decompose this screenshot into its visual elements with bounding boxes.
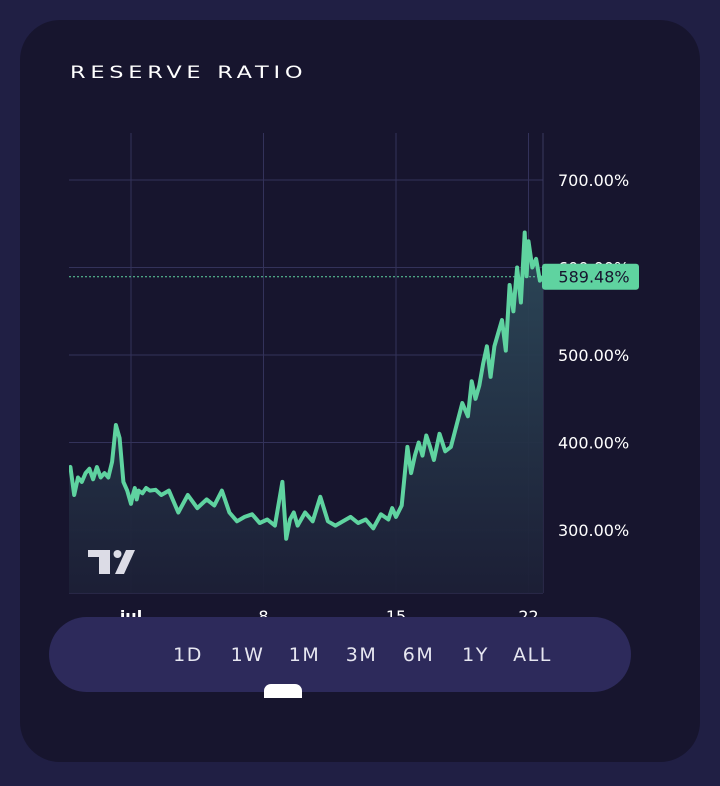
y-tick-label: 700.00% [558,171,629,190]
y-tick-label: 400.00% [558,434,629,453]
range-option-1m[interactable]: 1M [276,636,333,674]
series-area [69,232,543,593]
time-range-selector [49,617,631,692]
x-tick-label: 8 [258,607,268,626]
time-range-options: 1D 1W 1M 3M 6M 1Y ALL [157,636,561,674]
chart-title: RESERVE RATIO [70,63,308,83]
range-option-1d[interactable]: 1D [157,636,219,674]
y-tick-label: 500.00% [558,346,629,365]
tradingview-logo-icon [88,550,135,574]
range-option-6m[interactable]: 6M [390,636,447,674]
range-option-1w[interactable]: 1W [219,636,276,674]
selected-range-indicator [264,684,302,698]
last-value-badge: 589.48% [542,263,639,290]
series-line [69,230,543,541]
range-option-all[interactable]: ALL [504,636,561,674]
last-value-label: 589.48% [558,268,629,287]
range-option-3m[interactable]: 3M [333,636,390,674]
range-option-1y[interactable]: 1Y [447,636,504,674]
y-tick-label: 300.00% [558,521,629,540]
